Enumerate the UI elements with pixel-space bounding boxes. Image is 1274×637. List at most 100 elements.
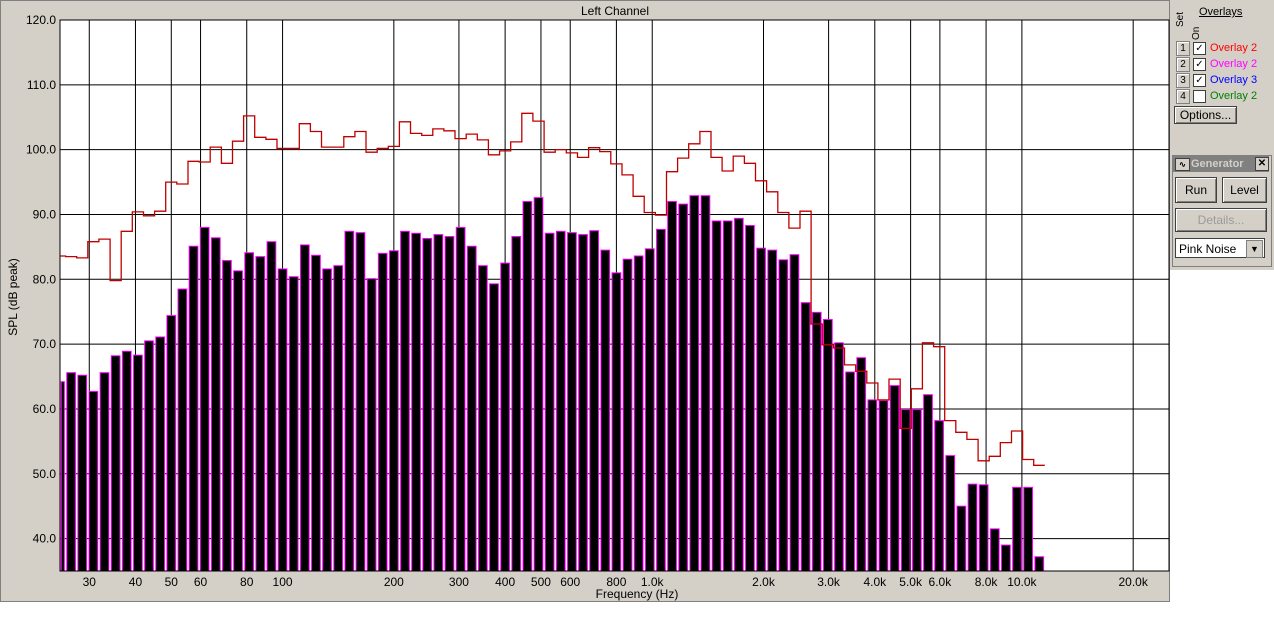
bar: [923, 394, 933, 572]
bar: [299, 244, 310, 572]
y-tick-label: 80.0: [33, 272, 57, 286]
bar: [667, 201, 677, 572]
bar: [500, 262, 510, 572]
generator-titlebar: ∿ Generator ✕: [1173, 156, 1269, 172]
chart-title: Left Channel: [581, 4, 649, 18]
bar: [366, 278, 377, 572]
details-button[interactable]: Details...: [1175, 208, 1267, 232]
noise-type-select[interactable]: Pink Noise ▼: [1175, 238, 1265, 258]
bar: [945, 455, 956, 572]
bar: [689, 195, 700, 572]
bar: [377, 252, 388, 572]
y-tick-label: 110.0: [27, 78, 56, 92]
bar: [444, 236, 455, 572]
bar: [889, 385, 900, 572]
bar: [533, 197, 544, 572]
bar: [121, 350, 132, 572]
bar: [60, 381, 65, 572]
overlay-set-button[interactable]: 4: [1176, 89, 1190, 104]
bar: [733, 217, 744, 572]
bar: [544, 232, 555, 572]
plot-border: [59, 19, 1170, 572]
bar: [155, 336, 166, 572]
y-tick-label: 90.0: [33, 207, 57, 221]
bar: [266, 241, 277, 572]
overlay-row: 3 ✓ Overlay 3: [1176, 73, 1272, 88]
x-tick-label: 300: [449, 575, 469, 589]
overlay-set-button[interactable]: 3: [1176, 73, 1190, 88]
overlay-row: 4 Overlay 2: [1176, 89, 1272, 104]
bar: [511, 236, 522, 572]
y-tick-label: 120.0: [26, 13, 56, 27]
overlay-name: Overlay 2: [1210, 42, 1258, 54]
x-tick-label: 200: [384, 575, 404, 589]
bar: [711, 220, 722, 572]
bar: [1001, 544, 1011, 572]
bar: [422, 237, 433, 572]
run-button[interactable]: Run: [1175, 177, 1217, 203]
bar: [633, 255, 644, 572]
x-axis-label: Frequency (Hz): [596, 587, 679, 601]
chevron-down-icon[interactable]: ▼: [1246, 240, 1263, 258]
bar: [478, 265, 488, 572]
x-tick-label: 100: [273, 575, 293, 589]
overlay-checkbox[interactable]: [1193, 90, 1206, 103]
overlay-checkbox[interactable]: ✓: [1193, 58, 1206, 71]
bar: [567, 232, 577, 572]
bar: [466, 245, 477, 572]
bar: [166, 315, 177, 572]
bar: [867, 399, 878, 572]
bar: [822, 318, 833, 572]
bar: [722, 220, 733, 572]
bar: [834, 342, 844, 572]
noise-type-value: Pink Noise: [1179, 242, 1237, 256]
x-tick-labels: 30 40 50 60 80 100 200 300 400 500 600 800 1.0k 2.0k 3…: [83, 575, 1149, 589]
y-tick-label: 100.0: [26, 143, 56, 157]
x-tick-label: 30: [83, 575, 97, 589]
bar: [210, 237, 221, 572]
x-tick-label: 5.0k: [899, 575, 923, 589]
bar: [700, 195, 711, 572]
overlay-checkbox[interactable]: ✓: [1193, 42, 1206, 55]
close-icon[interactable]: ✕: [1255, 157, 1269, 171]
y-tick-label: 70.0: [33, 337, 57, 351]
bar: [600, 249, 611, 572]
bar: [756, 247, 766, 572]
x-tick-label: 8.0k: [975, 575, 999, 589]
bar: [778, 259, 789, 572]
chart-frame: 40.0 50.0 60.0 70.0 80.0 90.0 100.0 110.0 120.0 …: [0, 0, 1170, 602]
options-button[interactable]: Options...: [1174, 106, 1237, 124]
bar: [199, 226, 210, 572]
level-button[interactable]: Level: [1222, 177, 1267, 203]
bar: [745, 224, 755, 572]
x-tick-label: 600: [560, 575, 580, 589]
overlay-name: Overlay 2: [1210, 58, 1258, 70]
set-column-header: Set: [1175, 11, 1186, 27]
bar: [99, 372, 110, 572]
overlay-row: 1 ✓ Overlay 2: [1176, 41, 1272, 56]
overlay-checkbox[interactable]: ✓: [1193, 74, 1206, 87]
bar: [900, 409, 911, 572]
series-line: [60, 112, 1045, 466]
bar: [110, 355, 121, 572]
x-tick-label: 20.0k: [1118, 575, 1148, 589]
bar: [811, 311, 822, 572]
bar: [589, 230, 600, 572]
overlay-name: Overlay 3: [1210, 74, 1258, 86]
x-tick-label: 6.0k: [929, 575, 953, 589]
overlay-set-button[interactable]: 2: [1176, 57, 1190, 72]
bar: [1034, 556, 1045, 572]
bar: [845, 371, 855, 572]
bar: [433, 234, 444, 572]
bar: [644, 248, 655, 572]
overlay-set-button[interactable]: 1: [1176, 41, 1190, 56]
x-tick-label: 400: [495, 575, 515, 589]
x-tick-label: 10.0k: [1007, 575, 1037, 589]
bar: [177, 288, 188, 572]
bar: [611, 272, 622, 572]
bar: [288, 276, 299, 572]
bar: [322, 268, 332, 572]
overlays-title: Overlays: [1199, 6, 1243, 18]
bar: [789, 254, 800, 572]
bar: [244, 252, 255, 572]
